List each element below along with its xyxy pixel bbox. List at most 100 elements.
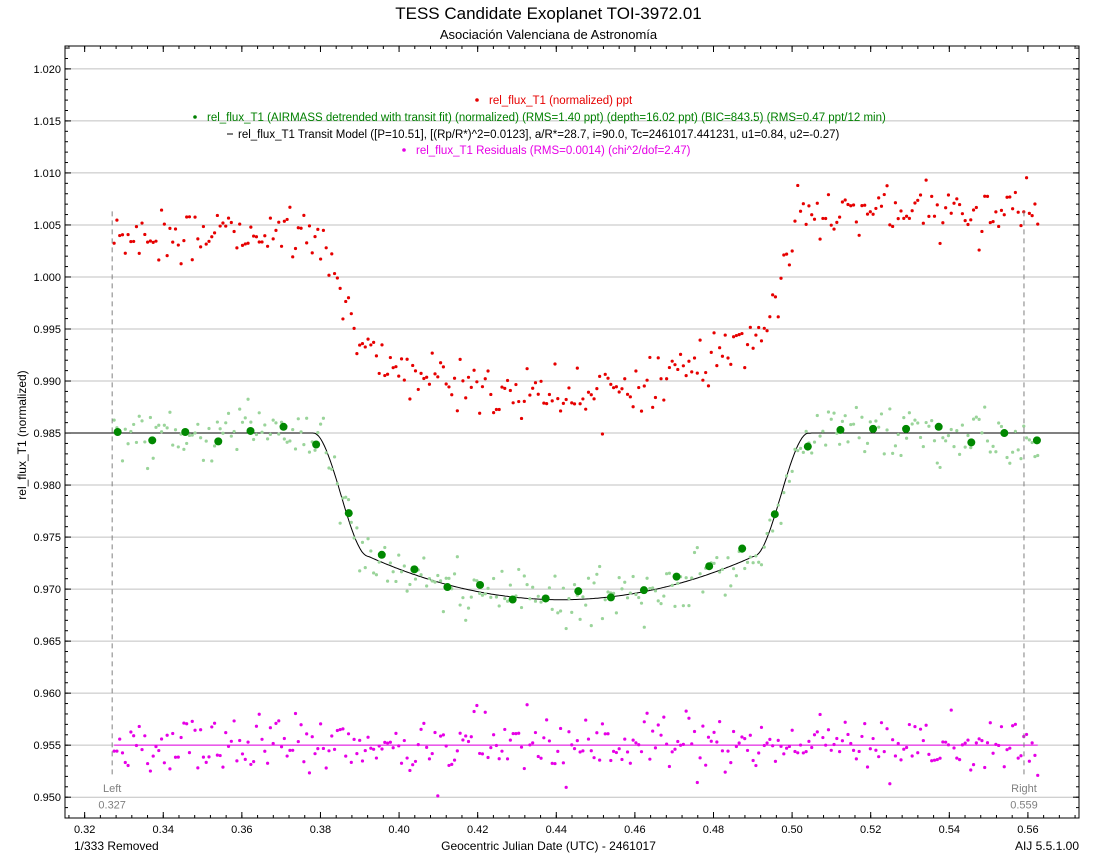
detrended-flux-point xyxy=(210,459,214,463)
raw-flux-point xyxy=(341,317,345,321)
detrended-flux-point xyxy=(305,416,309,420)
binned-point xyxy=(113,428,122,436)
detrended-flux-point xyxy=(673,604,677,608)
raw-flux-point xyxy=(416,387,420,392)
residual-point xyxy=(874,748,878,752)
residual-point xyxy=(695,780,699,785)
residual-point xyxy=(846,732,850,737)
residual-point xyxy=(129,730,133,734)
raw-flux-point xyxy=(793,219,797,223)
raw-flux-point xyxy=(478,411,482,415)
binned-point xyxy=(312,440,321,449)
raw-flux-point xyxy=(327,273,331,277)
raw-flux-point xyxy=(885,184,889,188)
raw-flux-point xyxy=(305,241,309,245)
residual-point xyxy=(617,747,621,751)
detrended-flux-point xyxy=(617,576,621,580)
detrended-flux-point xyxy=(801,450,805,454)
raw-flux-point xyxy=(941,221,945,225)
detrended-flux-point xyxy=(695,545,699,550)
residual-point xyxy=(662,715,666,719)
binned-point xyxy=(246,426,255,435)
residual-point xyxy=(980,739,984,743)
detrended-flux-point xyxy=(952,445,956,449)
raw-flux-point xyxy=(179,262,183,266)
raw-flux-point xyxy=(589,393,593,397)
raw-flux-point xyxy=(519,416,524,421)
detrended-flux-point xyxy=(240,420,245,424)
legend-marker xyxy=(402,148,406,152)
binned-point xyxy=(214,437,223,446)
residual-point xyxy=(352,737,356,741)
detrended-flux-point xyxy=(810,451,814,455)
raw-flux-point xyxy=(427,382,432,386)
residual-point xyxy=(690,742,694,746)
x-tick-label: 0.52 xyxy=(860,824,881,836)
residual-point xyxy=(598,758,602,762)
x-tick-label: 0.54 xyxy=(939,824,960,836)
residual-point xyxy=(408,768,412,773)
residual-point xyxy=(832,742,836,747)
raw-flux-point xyxy=(338,286,342,290)
residual-point xyxy=(751,758,755,763)
detrended-flux-point xyxy=(561,586,565,590)
residual-point xyxy=(997,743,1001,748)
raw-flux-point xyxy=(874,206,878,211)
raw-flux-point xyxy=(743,366,747,370)
raw-flux-point xyxy=(952,201,956,205)
raw-flux-point xyxy=(148,239,153,243)
raw-flux-point xyxy=(882,192,886,197)
residual-point xyxy=(374,756,379,760)
residual-point xyxy=(221,765,225,769)
residual-point xyxy=(246,740,250,744)
raw-flux-point xyxy=(291,255,295,259)
detrended-flux-point xyxy=(916,421,920,425)
residual-point xyxy=(575,739,579,743)
residual-point xyxy=(960,743,964,747)
residual-point xyxy=(907,722,911,727)
residual-point xyxy=(503,727,507,732)
detrended-flux-point xyxy=(896,432,900,437)
raw-flux-point xyxy=(1013,190,1018,195)
raw-flux-point xyxy=(238,222,242,226)
detrended-flux-point xyxy=(589,624,593,628)
residual-point xyxy=(944,740,948,744)
raw-flux-point xyxy=(603,372,607,376)
residual-point xyxy=(346,732,351,736)
raw-flux-point xyxy=(533,381,538,385)
raw-flux-point xyxy=(757,325,761,330)
detrended-flux-point xyxy=(469,595,473,599)
raw-flux-point xyxy=(399,357,404,361)
raw-flux-point xyxy=(600,432,605,436)
raw-flux-point xyxy=(720,354,725,358)
raw-flux-point xyxy=(508,388,512,393)
residual-point xyxy=(838,749,842,754)
detrended-flux-point xyxy=(798,446,803,450)
detrended-flux-point xyxy=(913,418,917,422)
residual-point xyxy=(533,730,538,735)
legend-entry: rel_flux_T1 (AIRMASS detrended with tran… xyxy=(207,112,886,124)
residual-point xyxy=(821,735,825,740)
raw-flux-point xyxy=(840,200,845,204)
detrended-flux-point xyxy=(212,444,217,448)
residual-point xyxy=(391,746,395,750)
residual-point xyxy=(785,746,789,750)
raw-flux-point xyxy=(436,375,440,379)
raw-flux-point xyxy=(229,220,233,225)
raw-flux-point xyxy=(857,233,861,237)
raw-flux-point xyxy=(701,378,705,382)
raw-flux-point xyxy=(383,373,387,378)
detrended-flux-point xyxy=(645,576,649,580)
detrended-flux-point xyxy=(985,439,990,443)
raw-flux-point xyxy=(332,271,337,276)
detrended-flux-point xyxy=(927,424,931,428)
raw-flux-point xyxy=(879,204,884,208)
detrended-flux-point xyxy=(628,591,632,595)
residual-point xyxy=(307,771,312,775)
detrended-flux-point xyxy=(478,591,482,596)
raw-flux-point xyxy=(999,208,1004,212)
raw-flux-point xyxy=(609,382,613,386)
residual-point xyxy=(288,748,292,752)
raw-flux-point xyxy=(349,312,353,316)
binned-point xyxy=(541,594,550,603)
